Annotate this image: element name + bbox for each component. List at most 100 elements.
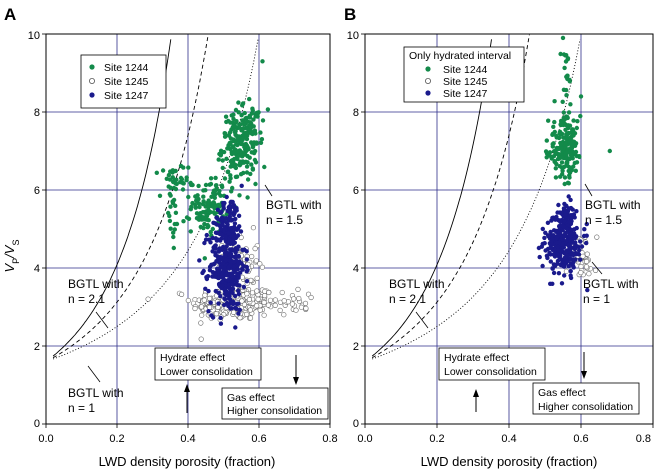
data-point-site-1245	[302, 300, 309, 307]
data-point-site-1244	[550, 142, 555, 147]
data-point-site-1244	[223, 131, 228, 136]
data-point-site-1244	[204, 213, 210, 218]
data-point-site-1244	[574, 125, 579, 131]
data-point-site-1244	[564, 53, 569, 58]
data-point-site-1247	[545, 220, 551, 225]
x-tick-label: 0.2	[429, 433, 444, 445]
data-point-site-1244	[227, 179, 232, 184]
data-point-site-1244	[228, 120, 233, 125]
data-point-site-1244	[561, 164, 567, 170]
y-tick-label: 10	[28, 30, 40, 42]
x-axis-label-b: LWD density porosity (fraction)	[421, 454, 598, 469]
annotation-n15-line1: BGTL with	[266, 198, 322, 212]
data-point-site-1247	[557, 254, 562, 260]
data-point-site-1244	[171, 185, 177, 191]
data-point-site-1247	[578, 239, 583, 244]
data-point-site-1247	[235, 233, 241, 238]
data-point-site-1244	[552, 99, 557, 104]
data-point-site-1247	[236, 288, 241, 293]
y-tick-label: 4	[353, 263, 359, 275]
y-axis-label: VP/VS	[2, 240, 21, 273]
bgtl-curve-dotted	[372, 39, 581, 360]
gas-effect-label: Gas effect	[227, 392, 275, 404]
data-point-site-1247	[236, 244, 241, 249]
data-point-site-1247	[224, 271, 229, 277]
x-tick-label: 0.4	[501, 433, 516, 445]
data-point-site-1244	[262, 164, 267, 170]
data-point-site-1247	[220, 232, 225, 238]
data-point-site-1247	[549, 242, 554, 247]
data-point-site-1247	[544, 253, 550, 258]
data-point-site-1247	[216, 275, 221, 281]
data-point-site-1244	[242, 134, 247, 140]
data-point-site-1244	[217, 188, 222, 194]
data-point-site-1247	[223, 257, 229, 263]
data-point-site-1247	[566, 194, 571, 199]
data-point-site-1247	[570, 240, 576, 245]
data-point-site-1244	[190, 200, 195, 206]
data-point-site-1244	[565, 114, 570, 120]
data-point-site-1244	[231, 112, 236, 117]
data-point-site-1244	[253, 160, 259, 165]
data-point-site-1247	[551, 252, 556, 257]
data-point-site-1247	[210, 315, 216, 320]
data-point-site-1245	[293, 307, 299, 313]
data-point-site-1247	[226, 231, 231, 236]
data-point-site-1247	[200, 270, 205, 276]
annotation-n1-line1: BGTL with	[68, 386, 124, 400]
data-point-site-1245	[265, 302, 272, 308]
data-point-site-1245	[247, 307, 253, 313]
legend: Only hydrated interval Site 1244 Site 12…	[403, 46, 525, 103]
data-point-site-1247	[564, 203, 569, 208]
data-point-site-1247	[220, 279, 225, 284]
data-point-site-1247	[206, 309, 211, 314]
data-point-site-1244	[200, 210, 206, 215]
data-point-site-1244	[226, 143, 231, 148]
data-point-site-1244	[245, 160, 250, 165]
data-point-site-1247	[584, 233, 589, 238]
data-point-site-1245	[244, 311, 250, 318]
data-point-site-1245	[594, 234, 600, 240]
data-point-site-1245	[199, 312, 205, 318]
data-point-site-1244	[219, 183, 225, 188]
data-point-site-1247	[213, 230, 219, 235]
annotation-n1-line2: n = 1	[583, 292, 610, 306]
data-point-site-1244	[236, 100, 241, 105]
data-point-site-1247	[578, 257, 583, 262]
data-point-site-1245	[261, 299, 267, 306]
data-point-site-1247	[220, 256, 225, 262]
data-point-site-1244	[243, 130, 249, 135]
data-point-site-1247	[546, 234, 551, 239]
data-point-site-1245	[252, 246, 258, 252]
data-point-site-1247	[236, 260, 242, 266]
data-point-site-1247	[234, 227, 240, 232]
data-point-site-1247	[566, 248, 571, 254]
data-point-site-1244	[229, 158, 234, 164]
data-point-site-1247	[230, 286, 235, 292]
data-point-site-1245	[295, 286, 301, 293]
legend-marker-site-1247	[89, 92, 95, 98]
panel-b-label: B	[344, 5, 356, 24]
data-point-site-1244	[248, 124, 253, 130]
data-point-site-1247	[536, 245, 542, 251]
data-point-site-1247	[232, 264, 237, 270]
data-point-site-1245	[241, 301, 247, 308]
data-point-site-1245	[239, 298, 245, 304]
data-point-site-1247	[567, 214, 572, 220]
data-point-site-1247	[551, 262, 557, 267]
data-point-site-1247	[241, 263, 246, 269]
data-point-site-1244	[189, 182, 194, 188]
bgtl-curve-dotted	[52, 39, 259, 360]
data-point-site-1244	[260, 118, 266, 123]
data-point-site-1244	[568, 152, 574, 158]
data-point-site-1245	[266, 289, 272, 296]
data-point-site-1244	[196, 196, 201, 202]
data-point-site-1244	[253, 181, 258, 187]
data-point-site-1245	[249, 290, 256, 296]
legend: Site 1244 Site 1245 Site 1247	[80, 54, 167, 109]
panel-a: A VP/VS LWD density porosity (fraction) …	[2, 5, 338, 469]
data-point-site-1244	[544, 155, 549, 160]
data-point-site-1247	[540, 226, 545, 232]
data-point-site-1245	[261, 312, 267, 318]
data-point-site-1244	[167, 218, 173, 224]
